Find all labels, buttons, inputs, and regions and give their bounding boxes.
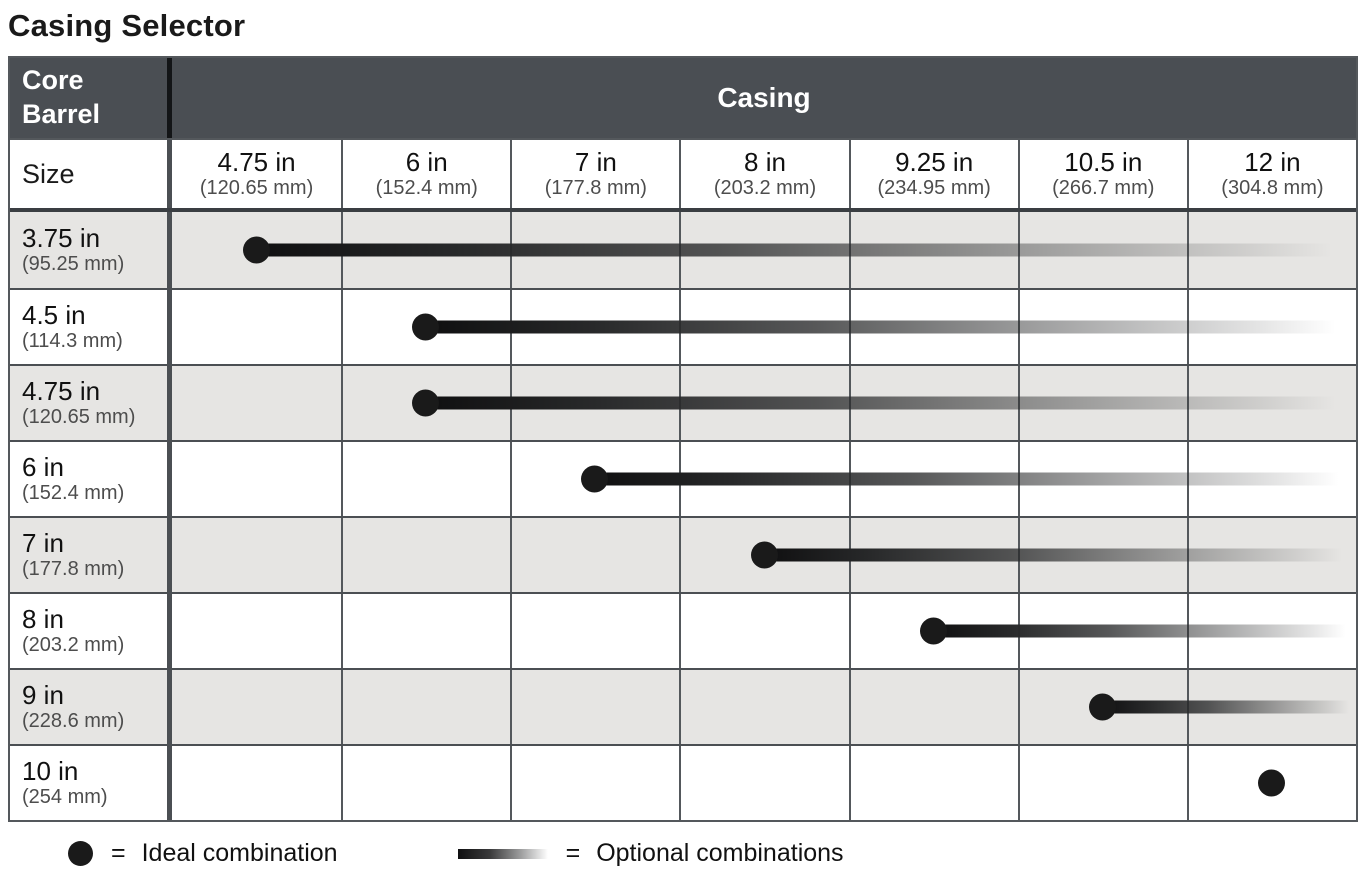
casing-mm-label: (266.7 mm) [1052,177,1155,200]
core-barrel-size-label: 9 in [22,679,64,710]
core-barrel-size-label: 4.5 in [22,299,86,330]
casing-mm-label: (177.8 mm) [544,177,647,200]
table-row: 6 in (152.4 mm) [10,440,1356,516]
ideal-dot [243,236,271,264]
core-barrel-size-label: 3.75 in [22,222,101,253]
row-label: 3.75 in (95.25 mm) [10,212,172,288]
table-body: 3.75 in (95.25 mm) 4.5 in (114.3 mm) [10,212,1356,820]
equals-sign: = [565,839,581,867]
plot-area [172,746,1356,820]
casing-column-header: 6 in (152.4 mm) [341,140,510,208]
casing-size-label: 8 in [744,147,786,178]
table-header-row-top: Core Barrel Casing [10,58,1356,138]
table-row: 7 in (177.8 mm) [10,516,1356,592]
ideal-dot [1257,769,1285,797]
row-label: 6 in (152.4 mm) [10,442,172,516]
casing-size-label: 10.5 in [1064,147,1143,178]
table-row: 4.5 in (114.3 mm) [10,288,1356,364]
casing-column-header: 4.75 in (120.65 mm) [172,140,341,208]
optional-line [933,624,1354,638]
table-row: 9 in (228.6 mm) [10,668,1356,744]
casing-mm-label: (234.95 mm) [877,177,991,200]
casing-column-header: 7 in (177.8 mm) [510,140,679,208]
plot-area [172,594,1356,668]
ideal-dot-icon [68,841,93,866]
ideal-legend-label: Ideal combination [141,839,338,867]
table-header-row-sizes: Size 4.75 in (120.65 mm) 6 in (152.4 mm)… [10,138,1356,212]
casing-size-label: 7 in [574,147,617,178]
plot-area [172,442,1356,516]
casing-mm-label: (203.2 mm) [713,177,817,200]
optional-line-icon [457,848,548,859]
table-row: 10 in (254 mm) [10,744,1356,820]
core-barrel-mm-label: (95.25 mm) [22,253,125,276]
plot-area [172,290,1356,364]
ideal-dot [412,389,440,417]
ideal-dot [1088,693,1116,721]
core-barrel-header-label: Core Barrel [22,65,101,129]
core-barrel-size-label: 7 in [22,527,64,558]
casing-size-label: 12 in [1244,147,1301,178]
plot-area [172,670,1356,744]
casing-column-header: 9.25 in (234.95 mm) [848,140,1018,208]
casing-mm-label: (120.65 mm) [199,177,314,200]
core-barrel-size-label: 8 in [22,603,64,634]
core-barrel-mm-label: (177.8 mm) [22,558,125,581]
table-row: 4.75 in (120.65 mm) [10,364,1356,440]
core-barrel-size-label: 4.75 in [22,375,101,406]
core-barrel-mm-label: (254 mm) [22,786,108,809]
row-label: 10 in (254 mm) [10,746,172,820]
casing-column-header: 12 in (304.8 mm) [1186,140,1356,208]
core-barrel-mm-label: (120.65 mm) [22,406,136,429]
core-barrel-mm-label: (203.2 mm) [22,634,125,657]
ideal-dot [919,617,947,645]
optional-line [425,396,1354,410]
casing-mm-label: (304.8 mm) [1221,177,1324,200]
core-barrel-mm-label: (114.3 mm) [22,330,123,353]
size-header-cell: Size [10,140,172,208]
casing-header-cell: Casing [172,58,1356,138]
row-label: 4.5 in (114.3 mm) [10,290,172,364]
core-barrel-mm-label: (152.4 mm) [22,482,125,505]
table-row: 3.75 in (95.25 mm) [10,212,1356,288]
optional-line [425,320,1354,334]
optional-line [256,243,1354,257]
optional-line [1102,700,1354,714]
casing-column-header: 10.5 in (266.7 mm) [1017,140,1187,208]
casing-size-label: 6 in [405,147,448,178]
optional-legend-label: Optional combinations [596,839,844,867]
casing-size-label: 9.25 in [895,147,974,178]
ideal-dot [750,541,778,569]
page-title: Casing Selector [8,8,246,43]
ideal-dot [581,465,609,493]
casing-selector-table: Core Barrel Casing Size 4.75 in (120.65 … [8,56,1358,822]
grid-columns [172,746,1356,820]
optional-line [594,472,1354,486]
casing-size-label: 4.75 in [217,147,296,178]
core-barrel-mm-label: (228.6 mm) [22,710,125,733]
legend: = Ideal combination = Optional combinati… [68,839,1358,868]
plot-area [172,212,1356,288]
optional-line [764,548,1354,562]
core-barrel-header-cell: Core Barrel [10,58,172,138]
equals-sign: = [111,839,126,867]
row-label: 9 in (228.6 mm) [10,670,172,744]
row-label: 8 in (203.2 mm) [10,594,172,668]
casing-column-header: 8 in (203.2 mm) [679,140,848,208]
core-barrel-size-label: 10 in [22,755,79,786]
casing-mm-label: (152.4 mm) [375,177,478,200]
ideal-dot [412,313,440,341]
core-barrel-size-label: 6 in [22,451,64,482]
row-label: 7 in (177.8 mm) [10,518,172,592]
table-row: 8 in (203.2 mm) [10,592,1356,668]
plot-area [172,518,1356,592]
plot-area [172,366,1356,440]
row-label: 4.75 in (120.65 mm) [10,366,172,440]
